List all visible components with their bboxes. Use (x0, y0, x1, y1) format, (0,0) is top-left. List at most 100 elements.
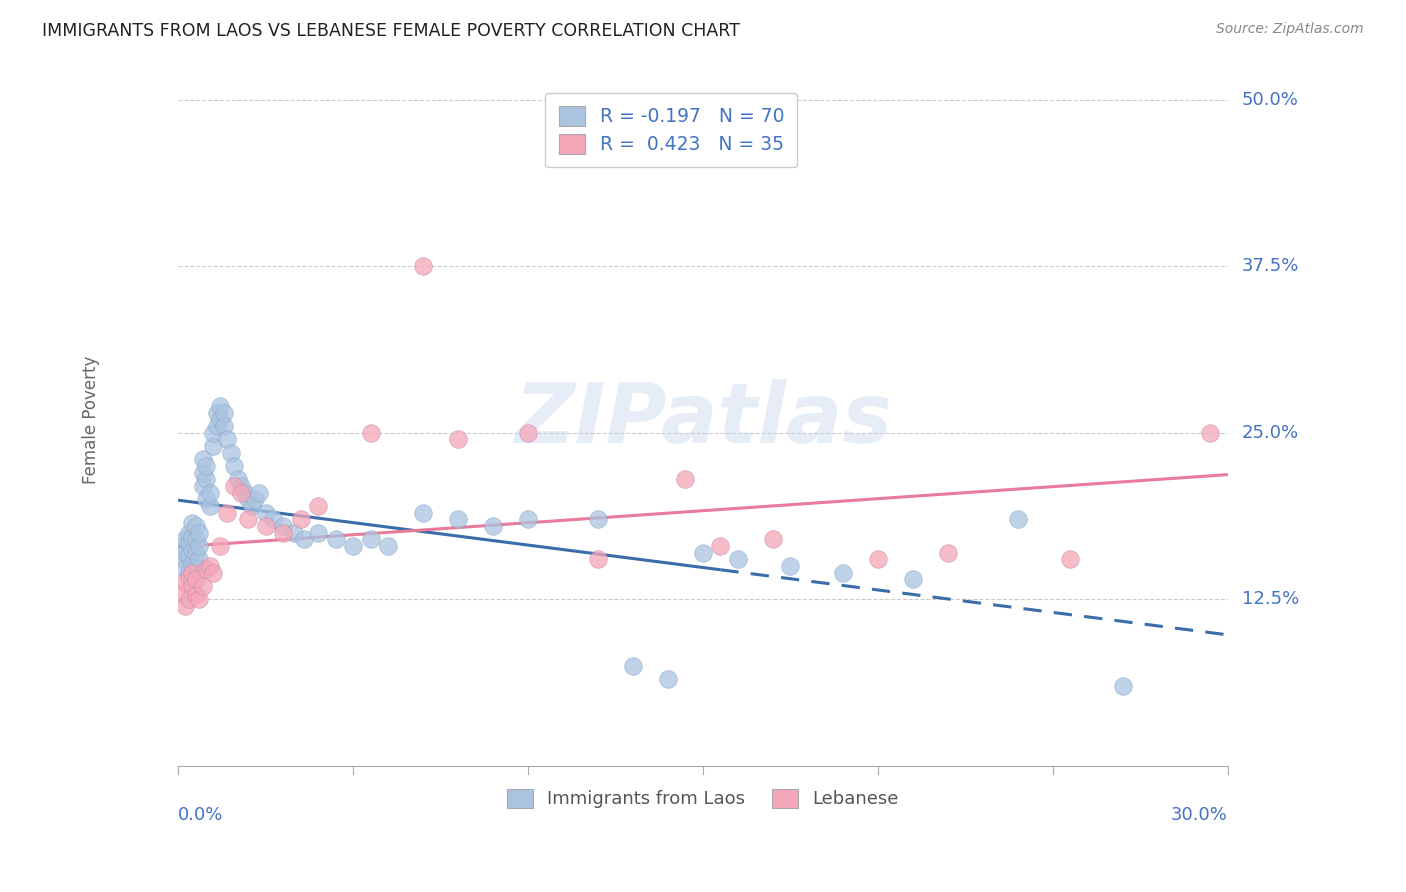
Point (586, 512, 609, 526)
Point (673, 472, 696, 486)
Point (202, 425, 225, 440)
Point (236, 492, 259, 507)
Text: 12.5%: 12.5% (1241, 591, 1299, 608)
Text: 25.0%: 25.0% (1241, 424, 1299, 442)
Text: Female Poverty: Female Poverty (82, 355, 100, 483)
Point (195, 458, 218, 473)
Point (198, 499, 221, 513)
Point (447, 433, 470, 447)
Point (209, 539, 232, 553)
Point (727, 552, 749, 566)
Point (254, 506, 277, 520)
Point (219, 446, 242, 460)
Point (516, 512, 538, 526)
Point (516, 425, 538, 440)
Text: 50.0%: 50.0% (1241, 91, 1299, 109)
Text: ZIPatlas: ZIPatlas (515, 379, 891, 460)
Point (212, 419, 235, 434)
Text: 0.0%: 0.0% (179, 805, 224, 824)
Point (195, 562, 218, 576)
Text: 37.5%: 37.5% (1241, 257, 1299, 276)
Point (482, 519, 505, 533)
Point (184, 519, 207, 533)
Point (233, 485, 256, 500)
Point (181, 566, 204, 580)
Point (1007, 512, 1029, 526)
Point (1059, 552, 1081, 566)
Point (215, 506, 238, 520)
Point (170, 585, 193, 599)
Point (866, 552, 889, 566)
Point (170, 552, 193, 566)
Point (307, 499, 329, 513)
Point (215, 433, 238, 447)
Point (212, 406, 235, 420)
Point (170, 539, 193, 553)
Point (657, 672, 679, 686)
Point (779, 559, 801, 574)
Point (177, 566, 200, 580)
Point (184, 559, 207, 574)
Point (191, 466, 214, 480)
Point (412, 259, 434, 273)
Point (831, 566, 853, 580)
Point (226, 472, 249, 486)
Point (174, 574, 197, 589)
Point (229, 479, 252, 493)
Point (177, 592, 200, 607)
Point (936, 546, 959, 560)
Point (174, 599, 197, 613)
Point (271, 519, 294, 533)
Point (202, 439, 225, 453)
Point (222, 458, 245, 473)
Point (195, 492, 218, 507)
Point (1112, 679, 1135, 693)
Point (181, 543, 204, 558)
Point (243, 492, 266, 507)
Point (447, 512, 470, 526)
Legend: Immigrants from Laos, Lebanese: Immigrants from Laos, Lebanese (501, 781, 905, 815)
Point (205, 406, 228, 420)
Point (240, 499, 263, 513)
Point (360, 425, 382, 440)
Point (229, 485, 252, 500)
Point (205, 419, 228, 434)
Point (262, 512, 284, 526)
Point (236, 512, 259, 526)
Point (621, 659, 644, 673)
Point (360, 533, 382, 547)
Point (181, 579, 204, 593)
Point (177, 535, 200, 549)
Point (188, 539, 211, 553)
Point (191, 479, 214, 493)
Point (209, 412, 232, 426)
Point (184, 572, 207, 586)
Point (184, 546, 207, 560)
Point (1199, 425, 1222, 440)
Text: Source: ZipAtlas.com: Source: ZipAtlas.com (1216, 22, 1364, 37)
Point (901, 572, 924, 586)
Point (191, 452, 214, 467)
Point (290, 512, 312, 526)
Point (195, 472, 218, 486)
Point (184, 588, 207, 602)
Point (307, 525, 329, 540)
Point (283, 525, 305, 540)
Point (174, 533, 197, 547)
Point (184, 533, 207, 547)
Point (209, 399, 232, 413)
Point (181, 516, 204, 531)
Point (709, 539, 731, 553)
Point (198, 485, 221, 500)
Point (188, 552, 211, 566)
Point (177, 569, 200, 583)
Point (292, 533, 315, 547)
Point (271, 525, 294, 540)
Point (188, 525, 211, 540)
Text: 30.0%: 30.0% (1171, 805, 1227, 824)
Point (174, 546, 197, 560)
Point (181, 530, 204, 544)
Point (202, 566, 225, 580)
Point (342, 539, 364, 553)
Point (692, 546, 714, 560)
